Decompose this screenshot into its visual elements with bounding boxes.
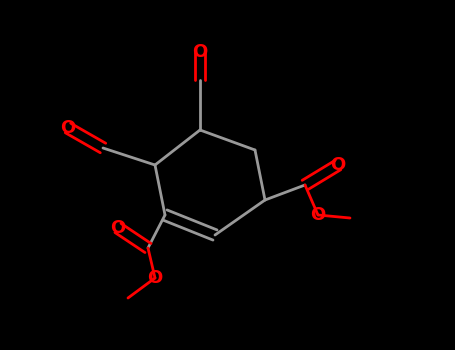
Text: O: O (192, 43, 207, 61)
Text: O: O (330, 156, 346, 174)
Text: O: O (147, 269, 162, 287)
Text: O: O (310, 206, 326, 224)
Text: O: O (111, 219, 126, 237)
Text: O: O (61, 119, 76, 137)
